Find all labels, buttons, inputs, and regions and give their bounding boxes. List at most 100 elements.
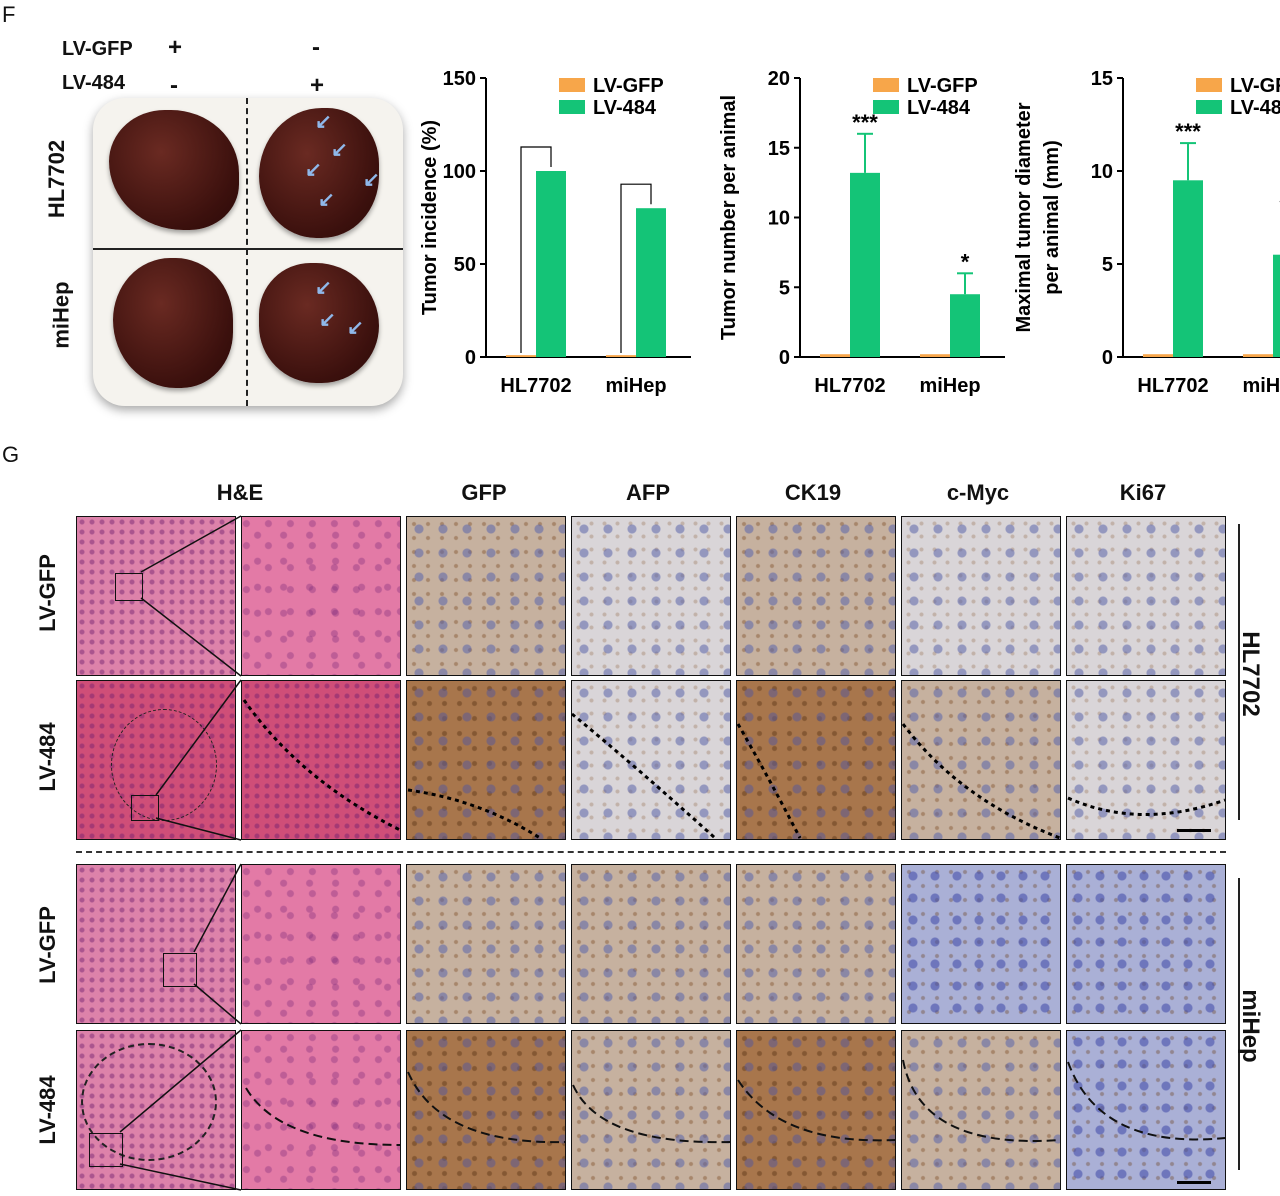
micrograph (1066, 864, 1226, 1024)
arrow-icon: ↙ (315, 111, 332, 133)
micrograph (76, 516, 236, 676)
comparison-bracket (520, 146, 552, 353)
scale-bar (1177, 1181, 1211, 1184)
significance-label: * (961, 249, 970, 274)
micrograph (1066, 516, 1226, 676)
panel-letter-f: F (2, 2, 16, 27)
liver-photo-grid: ↙ ↙ ↙ ↙ ↙ ↙ ↙ ↙ (93, 98, 403, 406)
bar-lv-484 (950, 294, 980, 357)
y-axis-label: Tumor incidence (%) (419, 120, 441, 315)
liver-image (259, 108, 379, 238)
micrograph (406, 516, 566, 676)
y-tick-label: 0 (1102, 347, 1113, 369)
arrow-icon: ↙ (347, 317, 364, 339)
boundary-line (737, 1079, 896, 1142)
y-tick-label: 100 (443, 161, 476, 183)
x-tick-label: HL7702 (500, 375, 571, 397)
micrograph (406, 680, 566, 840)
legend-label: LV-GFP (593, 75, 664, 97)
boundary-line (407, 788, 541, 840)
micrograph (76, 864, 236, 1024)
table-sign: + (168, 34, 183, 61)
y-tick-label: 15 (768, 138, 790, 160)
zoom-box (131, 795, 159, 821)
y-tick-label: 0 (465, 347, 476, 369)
micrograph (736, 864, 896, 1024)
micrograph (1066, 680, 1226, 840)
y-tick-label: 10 (1091, 161, 1113, 183)
micrograph (241, 516, 401, 676)
table-label-lv-484: LV-484 (62, 72, 125, 94)
liver-image (113, 258, 233, 388)
boundary-line (571, 712, 717, 840)
tumor-outline (81, 1043, 217, 1161)
legend-label: LV-484 (907, 97, 971, 119)
y-tick-label: 0 (779, 347, 790, 369)
x-tick-label: HL7702 (1137, 375, 1208, 397)
bar-lv-gfp (1243, 354, 1273, 357)
y-tick-label: 50 (454, 254, 476, 276)
zoom-box (89, 1133, 123, 1167)
liver-image (259, 263, 379, 383)
legend-swatch (1196, 100, 1222, 114)
y-tick-label: 5 (779, 277, 790, 299)
scale-bar (1177, 829, 1211, 832)
micrograph (571, 1030, 731, 1190)
y-tick-label: 10 (768, 208, 790, 230)
arrow-icon: ↙ (305, 159, 322, 181)
y-tick-label: 5 (1102, 254, 1113, 276)
zoom-line (155, 679, 242, 796)
table-sign: + (310, 72, 325, 99)
boundary-line (902, 1059, 1061, 1142)
micrograph (571, 680, 731, 840)
group-separator (76, 851, 1226, 853)
arrow-icon: ↙ (319, 309, 336, 331)
column-header-gfp: GFP (461, 480, 507, 505)
column-header-ck19: CK19 (784, 480, 842, 505)
table-sign: - (312, 34, 320, 61)
column-header-ki67: Ki67 (1119, 480, 1167, 505)
panel-letter-g: G (2, 442, 20, 467)
legend-label: LV-484 (1230, 97, 1280, 119)
column-header-he: H&E (216, 480, 264, 505)
micrograph (901, 516, 1061, 676)
micrograph (406, 1030, 566, 1190)
column-header-afp: AFP (626, 480, 670, 505)
micrograph (1066, 1030, 1226, 1190)
group-bracket-line (1238, 524, 1240, 820)
bar-lv-484 (636, 208, 666, 357)
bar-lv-gfp (1143, 354, 1173, 357)
zoom-line (119, 1163, 242, 1191)
arrow-icon: ↙ (315, 277, 332, 299)
micrograph (406, 864, 566, 1024)
legend-swatch (1196, 78, 1222, 92)
legend-swatch (873, 100, 899, 114)
micrograph (76, 680, 236, 840)
photo-divider-horizontal (93, 248, 403, 250)
x-tick-label: miHep (919, 375, 980, 397)
micrograph (901, 864, 1061, 1024)
x-tick-label: miHep (605, 375, 666, 397)
bar-lv-484 (536, 171, 566, 357)
table-sign: - (170, 72, 178, 99)
micrograph (241, 680, 401, 840)
arrow-icon: ↙ (331, 139, 348, 161)
bar-lv-gfp (506, 355, 536, 357)
boundary-line (245, 1087, 401, 1146)
bar-lv-484 (1173, 180, 1203, 357)
y-axis-label: per animal (mm) (1041, 140, 1063, 294)
micrograph (901, 680, 1061, 840)
significance-label: *** (1175, 119, 1201, 144)
table-label-lv-gfp: LV-GFP (62, 38, 133, 60)
micrograph (736, 1030, 896, 1190)
bar-lv-gfp (920, 354, 950, 357)
legend-swatch (873, 78, 899, 92)
liver-image (109, 110, 239, 230)
boundary-line (901, 723, 1061, 840)
legend-label: LV-GFP (1230, 75, 1280, 97)
legend-label: LV-484 (593, 97, 657, 119)
arrow-icon: ↙ (363, 169, 380, 191)
bar-lv-484 (850, 172, 880, 357)
